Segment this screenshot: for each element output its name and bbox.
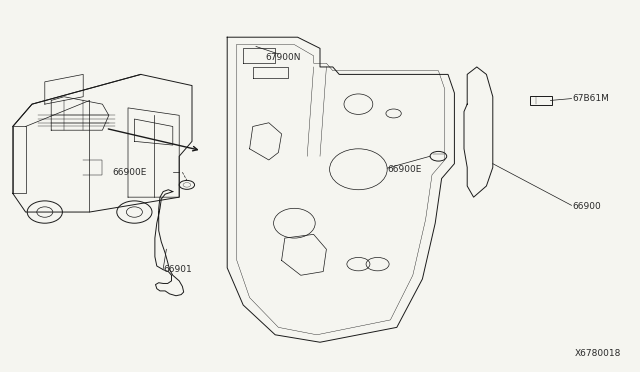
Text: 67900N: 67900N — [266, 53, 301, 62]
Text: 66901: 66901 — [163, 265, 192, 274]
Text: X6780018: X6780018 — [575, 349, 621, 358]
Text: 66900E: 66900E — [112, 169, 147, 177]
Text: 66900: 66900 — [573, 202, 602, 211]
Text: 66900E: 66900E — [387, 165, 422, 174]
Text: 67B61M: 67B61M — [573, 94, 610, 103]
